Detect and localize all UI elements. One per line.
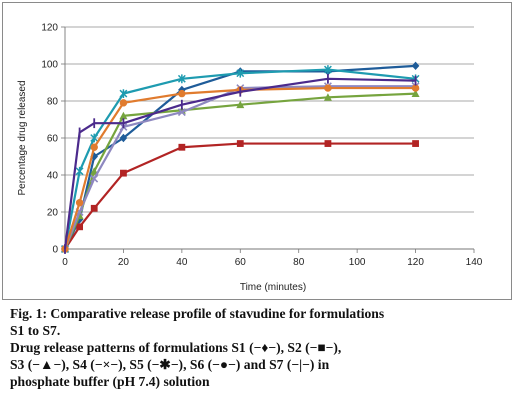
x-tick-label: 140 <box>466 257 483 268</box>
data-point <box>120 169 127 177</box>
data-point <box>178 89 186 98</box>
data-point <box>324 84 332 92</box>
data-point <box>177 74 186 84</box>
series-line <box>63 86 416 250</box>
y-tick-label: 80 <box>47 97 59 108</box>
data-point <box>90 174 99 183</box>
data-point <box>119 111 128 120</box>
data-point <box>90 143 98 151</box>
data-point <box>178 143 186 151</box>
data-point <box>75 166 84 176</box>
data-point <box>119 133 128 143</box>
figure-caption: Fig. 1: Comparative release profile of s… <box>10 305 510 390</box>
x-tick-label: 100 <box>349 257 366 268</box>
data-point <box>90 167 99 175</box>
data-point <box>119 99 128 107</box>
caption-body-line: phosphate buffer (pH 7.4) solution <box>10 374 210 389</box>
x-tick-label: 0 <box>62 257 68 268</box>
series-line <box>63 85 416 250</box>
release-profile-chart: 0 20 40 60 80 100 120 0 20 40 60 80 100 120 140 Time (… <box>17 23 483 294</box>
caption-title-line: Fig. 1: Comparative release profile of s… <box>10 306 385 321</box>
series-line <box>63 77 416 250</box>
x-tick-label: 60 <box>235 257 247 268</box>
x-tick-label: 20 <box>118 257 130 268</box>
data-point <box>119 89 128 98</box>
y-tick-label: 40 <box>47 171 59 182</box>
y-tick-label: 100 <box>41 60 58 71</box>
series-s4 <box>61 82 420 253</box>
x-tick-label: 120 <box>407 257 424 268</box>
x-tick-label: 80 <box>293 257 305 268</box>
data-point <box>323 93 332 101</box>
y-tick-label: 20 <box>47 208 59 219</box>
x-tick-label: 40 <box>176 257 188 268</box>
data-point <box>411 89 420 97</box>
data-point <box>411 61 420 71</box>
series-line <box>64 142 416 250</box>
data-point <box>236 140 244 147</box>
caption-body-line: S3 (−▲−), S4 (−×−), S5 (−✱−), S6 (−●−) a… <box>10 357 330 372</box>
data-point <box>90 152 99 161</box>
series-lines <box>61 61 420 254</box>
x-axis-title: Time (minutes) <box>240 282 306 293</box>
data-point <box>75 199 84 207</box>
data-point <box>90 133 99 143</box>
tick-labels: 0 20 40 60 80 100 120 0 20 40 60 80 100 120 140 <box>41 23 482 269</box>
caption-body-line: Drug release patterns of formulations S1… <box>10 340 342 355</box>
y-tick-label: 120 <box>41 23 58 34</box>
series-s2 <box>61 140 419 253</box>
caption-title-cont: S1 to S7. <box>10 323 61 338</box>
y-axis-title: Percentage drug released <box>17 80 28 195</box>
data-point <box>236 100 245 109</box>
data-point <box>90 204 98 212</box>
data-point <box>177 108 186 117</box>
gridlines <box>65 26 474 213</box>
data-point <box>324 140 332 147</box>
chart-container: 0 20 40 60 80 100 120 0 20 40 60 80 100 120 140 Time (… <box>2 2 512 300</box>
series-s6 <box>61 84 420 253</box>
data-point <box>411 84 420 92</box>
series-s7 <box>63 73 417 254</box>
y-tick-label: 60 <box>47 134 59 145</box>
data-point <box>323 65 332 74</box>
data-point <box>412 140 419 147</box>
y-tick-label: 0 <box>52 245 58 256</box>
series-line <box>63 68 416 250</box>
series-line <box>63 92 416 250</box>
data-point <box>236 68 245 78</box>
data-point <box>76 223 84 231</box>
